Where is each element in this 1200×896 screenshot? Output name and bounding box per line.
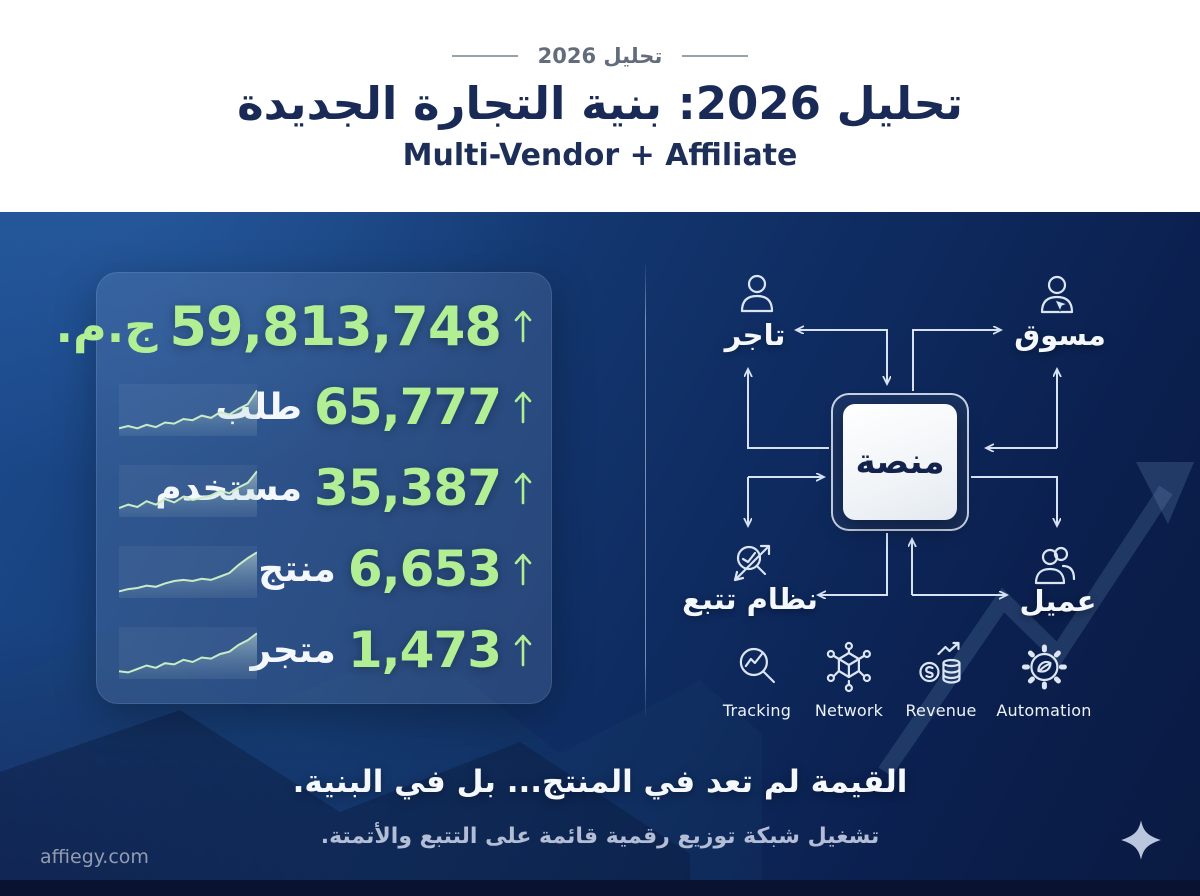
- stat-row-revenue: 59,813,748 ج.م.: [56, 287, 535, 365]
- sparkle-icon: [1121, 820, 1161, 860]
- marketer-person-cursor-icon: [1040, 275, 1074, 314]
- eyebrow: تحليل 2026: [0, 0, 1200, 68]
- tracking-magnifier-icon: [739, 647, 776, 684]
- up-arrow-icon: [514, 553, 532, 586]
- stat-row-orders: 65,777 طلب: [113, 368, 535, 446]
- eyebrow-label: تحليل 2026: [537, 44, 663, 68]
- stat-value: 35,387: [314, 459, 502, 517]
- background-trend-decor: [0, 462, 1194, 896]
- platform-label: منصة: [855, 442, 945, 482]
- stat-unit: منتج: [258, 548, 336, 590]
- sparkline-chart: [119, 627, 257, 679]
- automation-gear-icon: [1021, 644, 1067, 690]
- sparkline-chart: [119, 546, 257, 598]
- body-section: 59,813,748 ج.م. 65,777 طلب 35: [0, 212, 1200, 896]
- up-arrow-icon: [514, 310, 532, 343]
- stat-unit: ج.م.: [55, 299, 158, 353]
- feature-automation: Automation: [996, 640, 1091, 720]
- page-subtitle: Multi-Vendor + Affiliate: [402, 137, 798, 173]
- feature-label: Tracking: [722, 701, 792, 720]
- feature-revenue: Revenue: [905, 640, 976, 720]
- feature-label: Revenue: [905, 701, 977, 720]
- stat-value: 59,813,748: [169, 294, 502, 358]
- flow-arrows: [660, 250, 1140, 635]
- stat-row-users: 35,387 مستخدم: [113, 449, 535, 527]
- eyebrow-line-left: [451, 55, 518, 57]
- merchant-person-icon: [740, 274, 774, 313]
- header: تحليل 2026 تحليل 2026: بنية التجارة الجد…: [0, 0, 1200, 212]
- customer-label: عميل: [1019, 584, 1097, 618]
- stats-card: 59,813,748 ج.م. 65,777 طلب 35: [56, 272, 552, 704]
- platform-flow-diagram: تاجر مسوق منصة نظام تتبع: [660, 250, 1140, 635]
- stat-value: 1,473: [347, 621, 502, 679]
- platform-box-inner: منصة: [843, 404, 957, 520]
- marketer-label: مسوق: [1014, 318, 1106, 352]
- merchant-label: تاجر: [724, 318, 786, 352]
- feature-label: Network: [814, 701, 884, 720]
- footer-band: [0, 880, 1200, 896]
- network-cube-icon: [826, 641, 872, 693]
- stat-unit: مستخدم: [155, 467, 303, 509]
- platform-box: منصة: [831, 393, 969, 531]
- website-url: affiegy.com: [40, 846, 149, 868]
- eyebrow-line-right: [682, 55, 749, 57]
- tracking-system-label: نظام تتبع: [682, 582, 818, 616]
- stat-value: 6,653: [347, 540, 502, 598]
- stat-unit: متجر: [250, 629, 336, 671]
- page-title: تحليل 2026: بنية التجارة الجديدة: [237, 77, 963, 130]
- customer-people-icon: [1034, 546, 1076, 585]
- tracking-system-magnifier-icon: [733, 544, 771, 582]
- features-row: Tracking Network: [660, 640, 1140, 732]
- closing-quote: القيمة لم تعد في المنتج... بل في البنية.: [292, 764, 908, 800]
- feature-label: Automation: [996, 701, 1092, 720]
- revenue-coins-icon: [918, 641, 961, 684]
- closing-subquote: تشغيل شبكة توزيع رقمية قائمة على التتبع …: [320, 824, 880, 849]
- stat-value: 65,777: [314, 378, 502, 436]
- stat-unit: طلب: [215, 386, 303, 428]
- vertical-divider: [645, 264, 646, 716]
- up-arrow-icon: [514, 472, 532, 505]
- up-arrow-icon: [514, 634, 532, 667]
- stat-row-products: 6,653 منتج: [113, 530, 535, 608]
- stat-row-stores: 1,473 متجر: [113, 611, 535, 689]
- feature-tracking: Tracking: [723, 640, 791, 720]
- up-arrow-icon: [514, 391, 532, 424]
- feature-network: Network: [815, 640, 883, 720]
